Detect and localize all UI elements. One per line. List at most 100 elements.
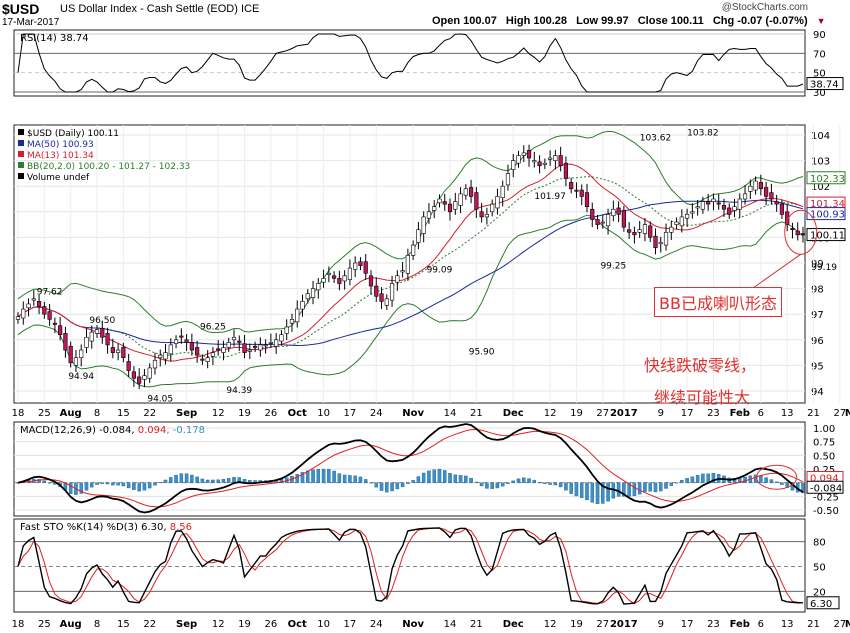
- sto-k-line: [17, 527, 803, 605]
- candle-up: [458, 193, 463, 206]
- x-axis-label-bottom: 17: [681, 619, 694, 630]
- macd-histogram-bar: [348, 475, 352, 483]
- candle-up: [258, 344, 263, 351]
- macd-histogram-bar: [137, 482, 141, 492]
- candle-down: [621, 210, 626, 228]
- candle-down: [790, 228, 795, 231]
- x-axis-label: 27: [596, 408, 609, 419]
- macd-histogram-bar: [390, 482, 394, 492]
- macd-histogram-bar: [627, 482, 631, 497]
- x-axis-label-bottom: 25: [38, 619, 51, 630]
- price-value-tag: [806, 171, 846, 185]
- candle-up: [669, 226, 674, 233]
- candle-down: [200, 358, 205, 361]
- x-axis-label: 21: [470, 408, 483, 419]
- macd-histogram-bar: [147, 482, 152, 489]
- price-callout: 97.62: [37, 287, 63, 297]
- macd-histogram-bar: [416, 476, 421, 483]
- macd-histogram-bar: [469, 477, 473, 483]
- candle-down: [137, 376, 142, 384]
- candle-down: [474, 192, 479, 210]
- candle-down: [100, 327, 105, 338]
- candle-up: [516, 155, 521, 164]
- macd-histogram-bar: [379, 482, 384, 491]
- candle-up: [26, 303, 31, 309]
- macd-histogram-bar: [295, 473, 299, 483]
- candle-down: [216, 348, 221, 351]
- macd-histogram-bar: [653, 482, 658, 493]
- x-axis-label: 12: [212, 408, 225, 419]
- macd-histogram-bar: [711, 473, 716, 483]
- description: US Dollar Index - Cash Settle (EOD) ICE: [60, 3, 260, 15]
- macd-histogram-bar: [126, 482, 131, 489]
- price-value-tag-text: 100.11: [810, 231, 845, 242]
- candle-up: [321, 278, 326, 283]
- x-axis-label-bottom: 12: [544, 619, 557, 630]
- candle-up: [295, 308, 300, 323]
- macd-histogram-bar: [100, 482, 105, 484]
- candle-down: [558, 155, 563, 167]
- macd-histogram-bar: [453, 474, 458, 483]
- x-axis-label-bottom: 6: [758, 619, 764, 630]
- sto-d-line: [17, 527, 804, 605]
- candle-up: [511, 160, 516, 170]
- macd-histogram-bar: [306, 470, 310, 483]
- price-callout: 96.50: [89, 316, 115, 326]
- macd-histogram-bar: [701, 473, 705, 483]
- candle-up: [484, 214, 489, 218]
- legend-swatch: [18, 129, 24, 135]
- candle-up: [94, 329, 100, 334]
- candle-up: [347, 267, 353, 280]
- x-axis-label: 22: [143, 408, 156, 419]
- candle-down: [569, 182, 574, 190]
- candle-down: [716, 202, 721, 205]
- macd-histogram-bar: [595, 482, 600, 504]
- x-axis-label-bottom: Dec: [503, 619, 524, 630]
- candle-up: [711, 198, 716, 202]
- bb-upper-line: [17, 130, 804, 334]
- candle-down: [131, 371, 137, 379]
- candle-down: [468, 187, 474, 197]
- x-axis-label: 21: [807, 408, 820, 419]
- candle-up: [416, 229, 421, 243]
- price-callout: 103.62: [640, 134, 672, 144]
- candle-up: [637, 229, 642, 233]
- macd-histogram-bar: [669, 482, 674, 486]
- macd-histogram-bar: [195, 476, 199, 483]
- candle-down: [36, 301, 42, 307]
- candle-up: [316, 283, 321, 291]
- macd-histogram-bar: [632, 482, 637, 497]
- macd-signal-value: 0.094: [138, 425, 167, 436]
- macd-histogram-bar: [153, 482, 157, 486]
- macd-histogram-bar: [553, 482, 558, 486]
- x-axis-label: Aug: [60, 408, 82, 419]
- price-callout: 99.09: [427, 266, 453, 276]
- macd-histogram-bar: [464, 475, 468, 483]
- sto-tick-label: 50: [813, 563, 826, 574]
- x-axis-label-bottom: Feb: [730, 619, 750, 630]
- macd-histogram-bar: [764, 477, 768, 483]
- x-axis-label-bottom: 21: [807, 619, 820, 630]
- candle-up: [231, 336, 237, 341]
- price-tick-label: 98: [811, 285, 824, 296]
- candle-down: [252, 345, 258, 348]
- macd-histogram-bar: [448, 473, 452, 483]
- x-axis-label-bottom: 24: [370, 619, 383, 630]
- macd-histogram-bar: [179, 473, 184, 483]
- macd-histogram-bar: [622, 482, 626, 497]
- rsi-tick-label: 50: [813, 69, 826, 80]
- macd-histogram-bar: [506, 482, 510, 484]
- macd-histogram-bar: [90, 482, 94, 488]
- price-callout: 103.82: [687, 129, 719, 139]
- candle-down: [363, 261, 368, 274]
- price-callout: 94.05: [147, 395, 173, 405]
- candle-up: [152, 359, 158, 369]
- macd-histogram-bar: [42, 480, 47, 483]
- candle-up: [600, 221, 605, 224]
- sto-label: Fast STO %K(14) %D(3) 6.30, 8.56: [20, 522, 192, 533]
- macd-histogram-bar: [474, 481, 479, 483]
- macd-histogram-bar: [200, 478, 205, 483]
- close-value: Close 100.11: [637, 15, 704, 27]
- price-callout: 94.39: [226, 386, 252, 396]
- macd-histogram-bar: [516, 478, 521, 483]
